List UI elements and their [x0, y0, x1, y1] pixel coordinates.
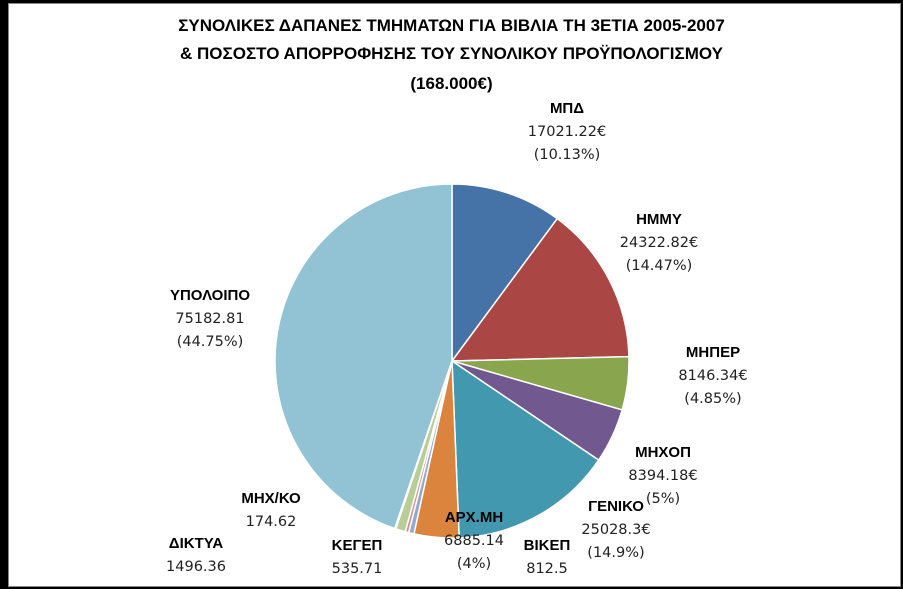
slice-label-1: ΗΜΜΥ 24322.82€ (14.47%)	[620, 211, 698, 274]
slice-label-8: ΔΙΚΤΥΑ 1496.36	[166, 535, 226, 575]
chart-title-line-2: & ΠΟΣΟΣΤΟ ΑΠΟΡΡΟΦΗΣΗΣ ΤΟΥ ΣΥΝΟΛΙΚΟΥ ΠΡΟΫ…	[180, 44, 723, 63]
slice-percent-label: (5%)	[646, 491, 680, 507]
slice-value-label: 812.5	[526, 561, 568, 577]
slice-name-label: ΗΜΜΥ	[636, 211, 682, 228]
slice-value-label: 24322.82€	[620, 235, 698, 251]
slice-value-label: 8394.18€	[628, 468, 697, 484]
slice-value-label: 174.62	[246, 514, 297, 530]
chart-title-line-1: ΣΥΝΟΛΙΚΕΣ ΔΑΠΑΝΕΣ ΤΜΗΜΑΤΩΝ ΓΙΑ ΒΙΒΛΙΑ ΤΗ…	[178, 16, 725, 35]
pie-slice-10	[274, 183, 453, 530]
slice-value-label: 17021.22€	[528, 124, 606, 140]
slice-name-label: ΜΗΧΟΠ	[635, 444, 691, 461]
slice-name-label: ΥΠΟΛΟΙΠΟ	[170, 287, 250, 304]
slice-label-4: ΓΕΝΙΚΟ 25028.3€ (14.9%)	[581, 498, 650, 561]
slice-name-label: ΜΗΠΕΡ	[686, 344, 740, 361]
slice-value-label: 535.71	[332, 561, 383, 577]
slice-percent-label: (14.47%)	[626, 258, 693, 274]
slice-value-label: 6885.14	[444, 533, 504, 549]
pie-slice-1	[450, 217, 630, 362]
slice-name-label: ΜΠΔ	[550, 100, 584, 117]
slice-label-7: ΚΕΓΕΠ 535.71	[332, 537, 383, 577]
slice-name-label: ΔΙΚΤΥΑ	[169, 535, 224, 552]
slice-value-label: 8146.34€	[678, 368, 747, 384]
slice-percent-label: (14.9%)	[587, 545, 644, 561]
slice-value-label: 1496.36	[166, 559, 226, 575]
slice-label-6: ΒΙΚΕΠ 812.5	[524, 537, 571, 577]
pie-slice-0	[451, 183, 559, 364]
slice-name-label: ΒΙΚΕΠ	[524, 537, 571, 554]
slice-label-9: ΜΗΧ/ΚΟ 174.62	[241, 490, 301, 530]
slice-value-label: 75182.81	[175, 311, 244, 327]
slice-percent-label: (4%)	[457, 556, 491, 572]
slice-name-label: ΜΗΧ/ΚΟ	[241, 490, 301, 507]
slice-value-label: 25028.3€	[581, 522, 650, 538]
pie-slice-4	[451, 359, 600, 539]
chart-title-line-3: (168.000€)	[410, 74, 493, 93]
slice-label-2: ΜΗΠΕΡ 8146.34€ (4.85%)	[678, 344, 747, 407]
slice-percent-label: (4.85%)	[684, 391, 741, 407]
slice-percent-label: (44.75%)	[177, 334, 244, 350]
slice-name-label: ΓΕΝΙΚΟ	[588, 498, 644, 515]
slice-name-label: ΚΕΓΕΠ	[332, 537, 383, 554]
slice-name-label: ΑΡΧ.ΜΗ	[445, 509, 503, 526]
slice-label-0: ΜΠΔ 17021.22€ (10.13%)	[528, 100, 606, 163]
slice-label-3: ΜΗΧΟΠ 8394.18€ (5%)	[628, 444, 697, 507]
slice-label-10: ΥΠΟΛΟΙΠΟ 75182.81 (44.75%)	[170, 287, 250, 350]
slice-label-5: ΑΡΧ.ΜΗ 6885.14 (4%)	[444, 509, 504, 572]
slice-percent-label: (10.13%)	[534, 147, 601, 163]
